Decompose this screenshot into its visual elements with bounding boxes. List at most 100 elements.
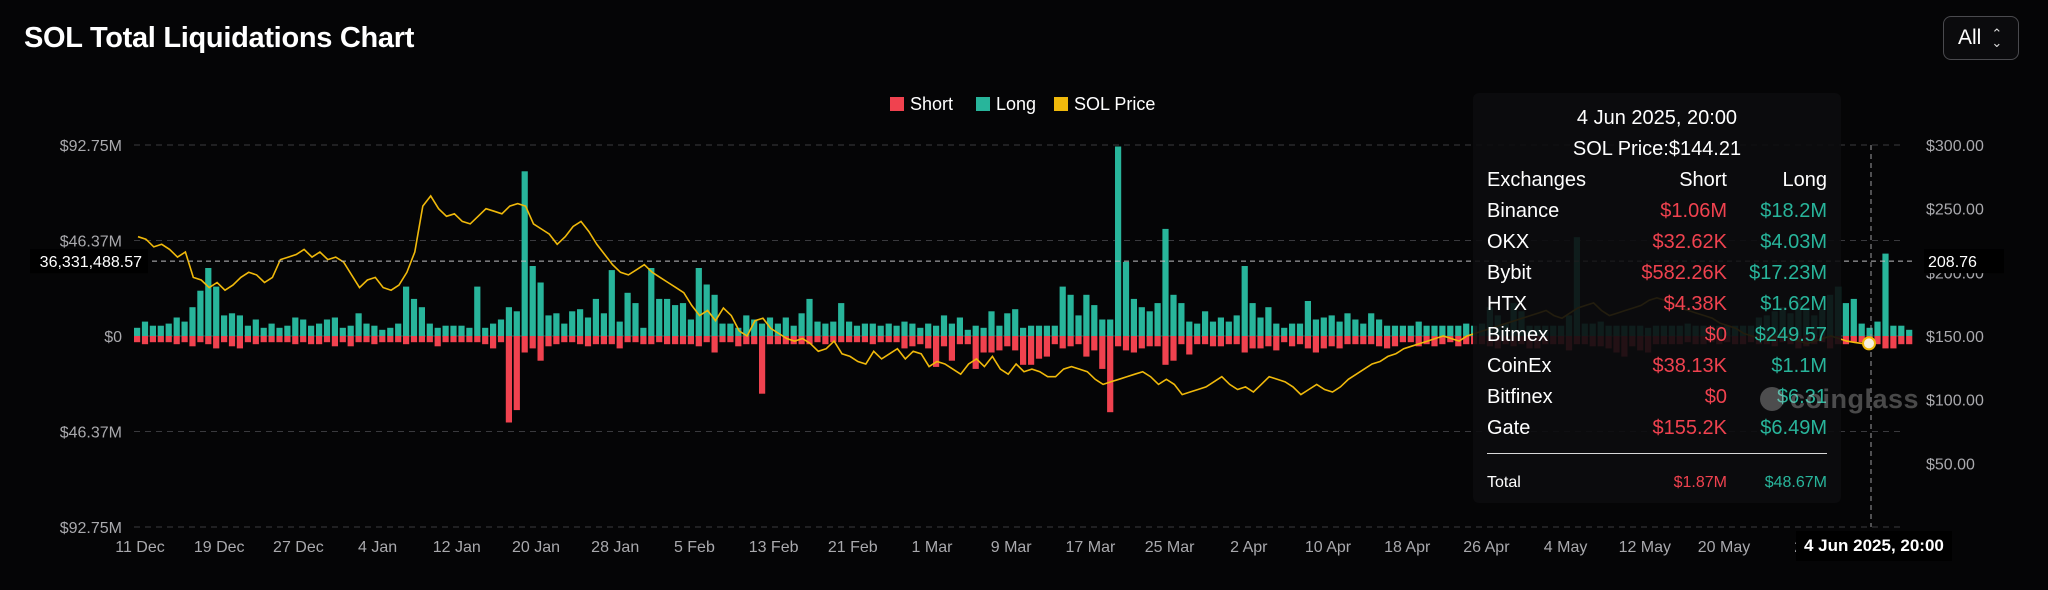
x-axis-tick: 13 Feb	[749, 539, 799, 556]
long-bar	[1296, 323, 1304, 336]
short-bar	[956, 336, 963, 345]
short-bar	[1439, 336, 1446, 345]
long-bar	[648, 268, 655, 336]
left-axis-tick: $46.37M	[60, 425, 122, 442]
short-bar	[703, 336, 710, 343]
short-value: $155.2K	[1652, 417, 1727, 439]
tooltip-row: Bybit $582.26K $17.23M	[1487, 258, 1827, 289]
short-bar	[1194, 336, 1201, 345]
x-axis-tick: 27 Dec	[273, 539, 324, 556]
short-bar	[173, 336, 180, 345]
x-axis-tick: 12 Jan	[433, 539, 481, 556]
short-bar	[774, 336, 781, 345]
left-axis-tick: $46.37M	[60, 234, 122, 251]
long-bar	[743, 315, 750, 336]
short-bar	[648, 336, 655, 345]
long-bar	[1463, 323, 1470, 336]
x-axis-tick: 20 Jan	[512, 539, 560, 556]
long-value: $17.23M	[1749, 262, 1827, 284]
long-bar	[893, 325, 900, 336]
long-value: $1.62M	[1760, 293, 1827, 315]
watermark-text: coinglass	[1790, 384, 1920, 414]
exchange-name: CoinEx	[1487, 355, 1552, 377]
long-bar	[181, 321, 188, 336]
crosshair-left-label-bg	[30, 249, 148, 274]
short-bar	[1012, 336, 1019, 351]
long-bar	[869, 323, 876, 336]
short-bar	[1178, 336, 1185, 345]
short-bar	[1890, 336, 1897, 349]
tooltip-row: Gate $155.2K $6.49M	[1487, 413, 1827, 444]
hover-tooltip: 4 Jun 2025, 20:00 SOL Price:$144.21 Exch…	[1473, 93, 1841, 503]
tooltip-date: 4 Jun 2025, 20:00	[1576, 107, 1738, 129]
long-bar	[513, 311, 520, 336]
short-bar	[434, 336, 441, 347]
short-bar	[996, 336, 1003, 351]
short-bar	[948, 336, 955, 361]
long-bar	[1399, 325, 1406, 336]
long-bar	[308, 325, 315, 336]
long-bar	[561, 323, 568, 336]
long-bar	[964, 329, 971, 336]
long-bar	[1217, 317, 1224, 336]
long-bar	[221, 315, 228, 336]
long-bar	[1273, 323, 1280, 336]
long-value: $1.1M	[1771, 355, 1827, 377]
short-bar	[482, 336, 489, 345]
short-bar	[1289, 336, 1296, 347]
short-bar	[1035, 336, 1043, 359]
short-bar	[735, 336, 742, 347]
long-bar	[632, 303, 639, 336]
long-value: $6.31	[1776, 386, 1827, 408]
long-bar	[727, 323, 734, 336]
long-bar	[1898, 325, 1905, 336]
x-axis-tick: 9 Mar	[991, 539, 1033, 556]
long-bar	[410, 298, 418, 336]
short-bar	[316, 336, 323, 345]
short-bar	[505, 336, 512, 423]
long-value: $249.57	[1754, 324, 1827, 346]
long-bar	[687, 319, 694, 336]
short-value: $0	[1704, 386, 1727, 408]
long-bar	[608, 270, 615, 336]
long-bar	[1012, 309, 1019, 336]
short-bar	[331, 336, 338, 347]
long-bar	[774, 323, 781, 336]
long-bar	[759, 323, 766, 336]
long-bar	[711, 294, 718, 336]
short-bar	[1241, 336, 1248, 353]
short-bar	[584, 336, 592, 347]
right-axis-tick: $250.00	[1926, 202, 1984, 219]
long-bar	[292, 317, 299, 336]
short-bar	[632, 336, 639, 343]
short-bar	[1415, 336, 1422, 347]
short-bar	[537, 336, 544, 361]
long-bar	[252, 319, 259, 336]
long-bar	[1043, 325, 1050, 336]
crosshair-left-label: 36,331,488.57	[40, 254, 142, 271]
left-axis-tick: $92.75M	[60, 520, 122, 537]
short-bar	[1431, 336, 1438, 347]
long-value: $6.49M	[1760, 417, 1827, 439]
long-bar	[972, 325, 979, 336]
short-bar	[1850, 336, 1857, 343]
short-bar	[1209, 336, 1217, 347]
long-bar	[323, 319, 331, 336]
short-bar	[687, 336, 694, 345]
x-axis-tick: 20 May	[1698, 539, 1750, 556]
short-bar	[988, 336, 995, 353]
page-title: SOL Total Liquidations Chart	[24, 22, 415, 54]
long-bar	[1423, 325, 1430, 336]
tooltip-row: CoinEx $38.13K $1.1M	[1487, 351, 1827, 382]
total-short: $1.87M	[1673, 473, 1727, 491]
x-axis-tick: 28 Jan	[591, 539, 639, 556]
short-bar	[181, 336, 188, 343]
long-bar	[1320, 317, 1327, 336]
long-bar	[782, 317, 789, 336]
short-bar	[600, 336, 607, 345]
short-bar	[1028, 336, 1035, 365]
short-bar	[1898, 336, 1905, 345]
range-select[interactable]: All ⌃ ⌄	[1943, 16, 2019, 60]
left-axis-tick: $0	[104, 329, 122, 346]
long-bar	[1051, 325, 1058, 336]
